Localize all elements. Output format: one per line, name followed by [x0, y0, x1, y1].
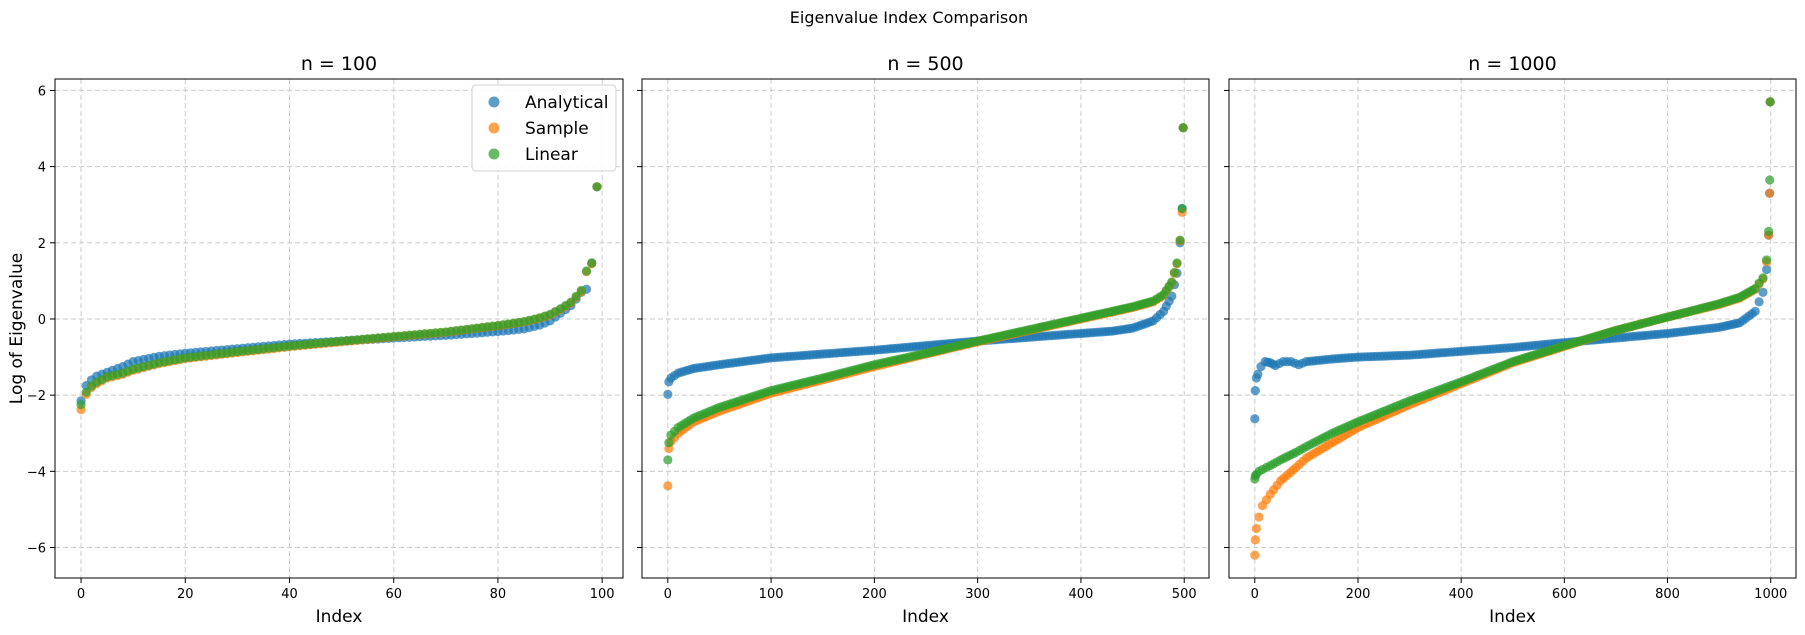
data-point [664, 438, 674, 448]
data-point [1251, 523, 1261, 534]
panel-title: n = 1000 [1468, 53, 1556, 75]
x-tick-label: 20 [177, 587, 194, 602]
data-point [1250, 385, 1260, 396]
data-point [1250, 550, 1260, 560]
x-tick-label: 60 [385, 587, 402, 602]
y-tick-label: 6 [38, 84, 46, 99]
y-tick-label: 2 [38, 237, 46, 252]
series-sample [76, 182, 602, 415]
data-point [576, 285, 586, 296]
x-tick-label: 400 [1449, 587, 1474, 602]
legend-frame [471, 84, 617, 172]
x-tick-label: 0 [77, 587, 85, 602]
chart-panel-1: n = 100 0 20 40 60 80 100 −6 −4 −2 0 2 4 6 Index Log of… [7, 53, 624, 627]
x-axis-label: Index [316, 607, 363, 627]
data-point [1254, 512, 1264, 522]
legend-label-linear: Linear [525, 145, 578, 165]
data-point [1253, 369, 1263, 379]
legend-marker-analytical [488, 96, 500, 108]
x-tick-label: 40 [281, 587, 298, 602]
x-axis-label: Index [1489, 607, 1536, 627]
figure-suptitle: Eigenvalue Index Comparison [790, 8, 1028, 27]
chart-panel-2: n = 500 0 100 200 300 400 500 Index [637, 53, 1210, 627]
data-point [76, 400, 86, 410]
x-tick-label: 500 [1172, 587, 1197, 602]
legend-label-analytical: Analytical [525, 93, 608, 113]
data-point [592, 182, 602, 192]
data-point [1758, 287, 1768, 297]
panel-title: n = 100 [301, 53, 377, 75]
x-tick-label: 0 [664, 587, 672, 602]
series-analytical [76, 182, 602, 406]
data-point [1761, 255, 1772, 265]
x-tick-label: 200 [862, 587, 887, 602]
x-tick-label: 600 [1552, 587, 1577, 602]
x-tick-label: 1000 [1754, 587, 1787, 602]
axes-frame [1228, 78, 1797, 579]
series-linear [1250, 97, 1775, 484]
x-tick-label: 400 [1069, 587, 1094, 602]
series-sample [663, 123, 1188, 491]
data-point [81, 387, 91, 397]
data-point [1177, 203, 1187, 214]
data-point [663, 455, 673, 465]
x-tick-label: 100 [759, 587, 784, 602]
data-point [1765, 188, 1775, 198]
legend: Analytical Sample Linear [471, 84, 617, 172]
x-tick-label: 200 [1346, 587, 1371, 602]
data-point [1250, 535, 1260, 545]
x-tick-label: 100 [590, 587, 615, 602]
series-analytical [1250, 97, 1775, 424]
legend-marker-linear [488, 148, 500, 160]
data-point [1765, 97, 1775, 107]
x-tick-label: 300 [965, 587, 990, 602]
data-point [1754, 297, 1764, 307]
series-linear [76, 182, 602, 410]
y-tick-label: 4 [38, 161, 46, 176]
x-tick-label: 0 [1251, 587, 1259, 602]
x-tick-label: 80 [490, 587, 507, 602]
chart-panel-3: n = 1000 0 200 400 600 800 1000 Index [1224, 53, 1797, 627]
axes-frame [641, 78, 1210, 579]
legend-marker-sample [488, 122, 500, 134]
data-point [1250, 414, 1260, 424]
data-point [1758, 273, 1768, 283]
series-linear [663, 123, 1188, 465]
data-point [581, 266, 592, 276]
y-axis-label: Log of Eigenvalue [7, 253, 27, 404]
x-tick-label: 800 [1655, 587, 1680, 602]
data-point [566, 297, 576, 307]
x-axis-label: Index [902, 607, 949, 627]
y-tick-label: 0 [38, 313, 46, 328]
legend-label-sample: Sample [525, 119, 589, 139]
data-point [1761, 264, 1772, 275]
y-tick-label: −4 [27, 465, 46, 480]
y-tick-label: −6 [27, 542, 46, 557]
panel-title: n = 500 [887, 53, 963, 75]
data-point [1175, 235, 1185, 245]
data-point [1764, 226, 1774, 236]
data-point [1167, 277, 1177, 287]
data-point [663, 389, 673, 399]
data-point [1750, 306, 1760, 316]
data-point [1765, 175, 1775, 185]
data-point [1169, 267, 1180, 278]
data-point [1178, 123, 1188, 133]
data-point [571, 291, 581, 301]
y-tick-label: −2 [27, 389, 46, 404]
data-point [1172, 258, 1182, 268]
data-point [587, 258, 597, 268]
axes-frame [54, 78, 624, 579]
data-point [663, 481, 673, 491]
